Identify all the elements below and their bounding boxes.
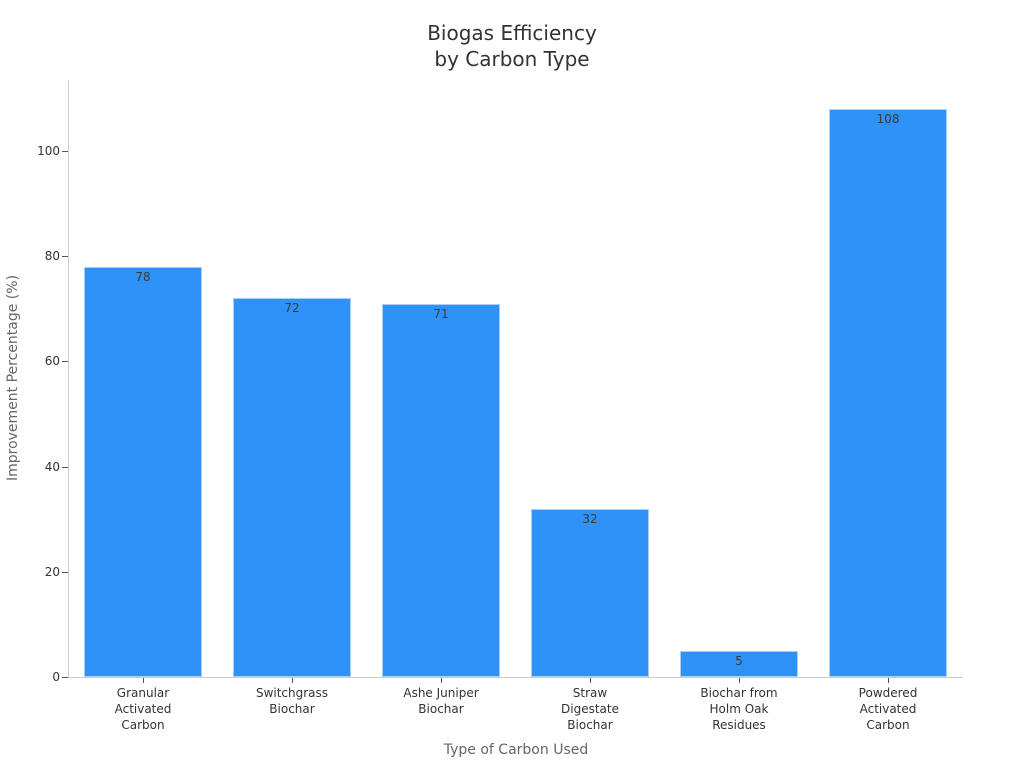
chart-title-line-1: Biogas Efficiency (427, 21, 597, 45)
x-tick-label: Ashe Juniper Biochar (403, 686, 479, 716)
x-tick (441, 678, 442, 683)
chart-title-line-2: by Carbon Type (434, 47, 590, 71)
x-axis-line (68, 677, 963, 678)
y-tick (62, 361, 68, 363)
y-tick (62, 571, 68, 573)
x-tick (590, 678, 591, 683)
x-tick-label: Biochar from Holm Oak Residues (700, 686, 778, 732)
y-tick (62, 677, 68, 678)
bar-value-label: 5 (735, 653, 743, 668)
x-tick-label: Switchgrass Biochar (255, 686, 329, 716)
x-tick (888, 678, 889, 683)
y-tick-label: 0 (52, 670, 60, 684)
x-tick-label: Powdered Activated Carbon (858, 686, 918, 732)
y-tick (62, 256, 68, 258)
x-tick-label: Granular Activated Carbon (114, 686, 172, 732)
y-tick-label: 40 (44, 459, 60, 474)
bar-value-label: 78 (135, 269, 151, 284)
x-tick-label: Straw Digestate Biochar (561, 686, 619, 732)
x-axis-label: Type of Carbon Used (443, 742, 589, 758)
y-axis-label: Improvement Percentage (%) (5, 274, 21, 482)
y-tick-label: 100 (37, 144, 60, 158)
y-tick-label: 60 (44, 354, 60, 369)
bar: 72 (233, 298, 351, 677)
x-tick (292, 678, 293, 683)
bar-value-label: 32 (582, 511, 598, 526)
bar: 32 (531, 508, 649, 677)
bar: 71 (382, 303, 500, 677)
bar-value-label: 72 (284, 301, 300, 316)
bar-value-label: 71 (433, 306, 449, 321)
chart-title: Biogas Efficiency by Carbon Type (0, 20, 1024, 72)
bar-value-label: 108 (876, 111, 900, 126)
x-tick (739, 678, 740, 683)
bar: 78 (84, 266, 202, 677)
y-tick-label: 80 (44, 249, 60, 264)
y-tick (62, 151, 68, 152)
y-tick-label: 20 (44, 564, 60, 579)
x-tick (143, 678, 144, 683)
y-axis-line (68, 80, 69, 677)
y-tick (62, 466, 68, 468)
bar: 108 (829, 108, 947, 677)
bar: 5 (680, 650, 798, 677)
